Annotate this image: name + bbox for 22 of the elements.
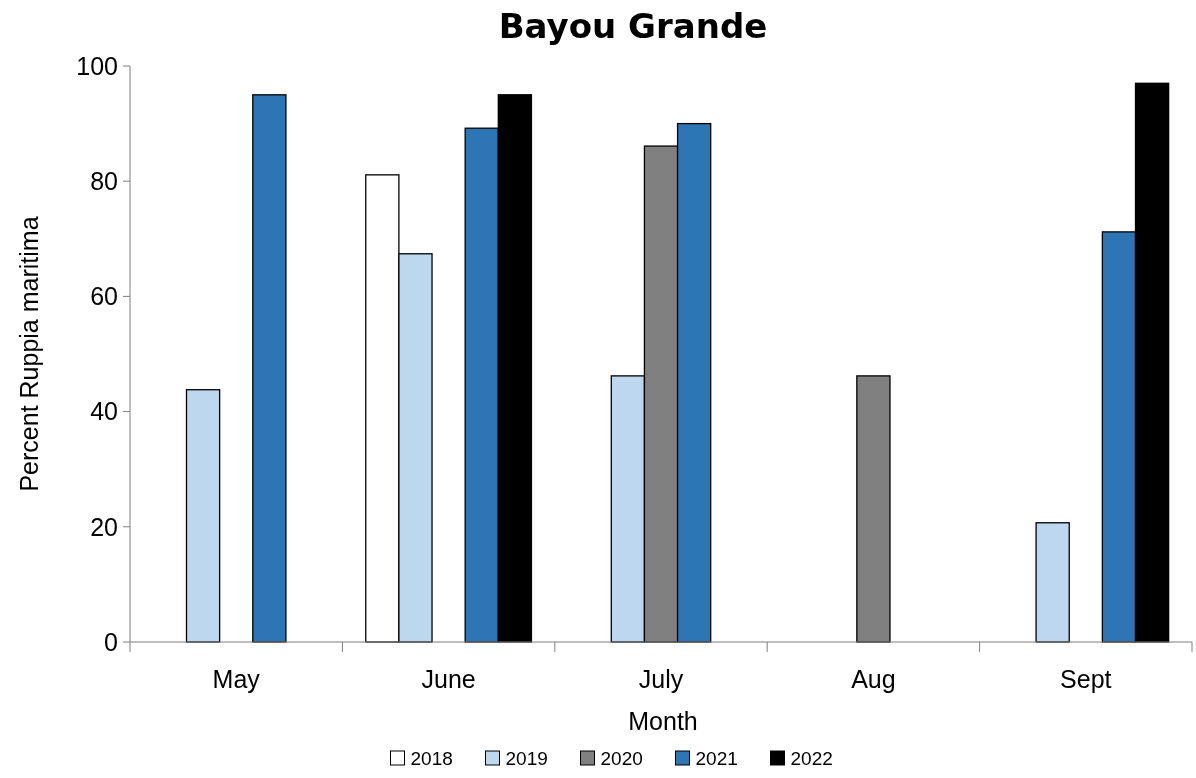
legend-label: 2021	[695, 748, 738, 769]
y-tick-label: 100	[76, 51, 118, 80]
y-tick-label: 80	[90, 166, 118, 195]
x-tick-label: May	[212, 665, 261, 693]
x-axis-title: Month	[628, 707, 698, 735]
legend-label: 2018	[410, 748, 453, 769]
y-tick-label: 0	[104, 627, 118, 656]
x-tick-label: July	[638, 665, 684, 693]
legend-label: 2020	[600, 748, 643, 769]
y-tick-label: 40	[90, 397, 118, 426]
x-tick-label: Aug	[851, 665, 896, 693]
bar	[185, 389, 221, 643]
chart-title: Bayou Grande	[498, 6, 768, 46]
bar	[252, 94, 287, 643]
legend-label: 2019	[505, 748, 548, 769]
bar	[1035, 522, 1070, 643]
x-tick-label: June	[421, 665, 476, 693]
y-axis-title: Percent Ruppia maritima	[15, 216, 43, 492]
y-tick-label: 20	[90, 512, 118, 541]
y-tick-label: 60	[90, 282, 118, 311]
x-tick-label: Sept	[1060, 665, 1112, 693]
legend-label: 2022	[790, 748, 833, 769]
